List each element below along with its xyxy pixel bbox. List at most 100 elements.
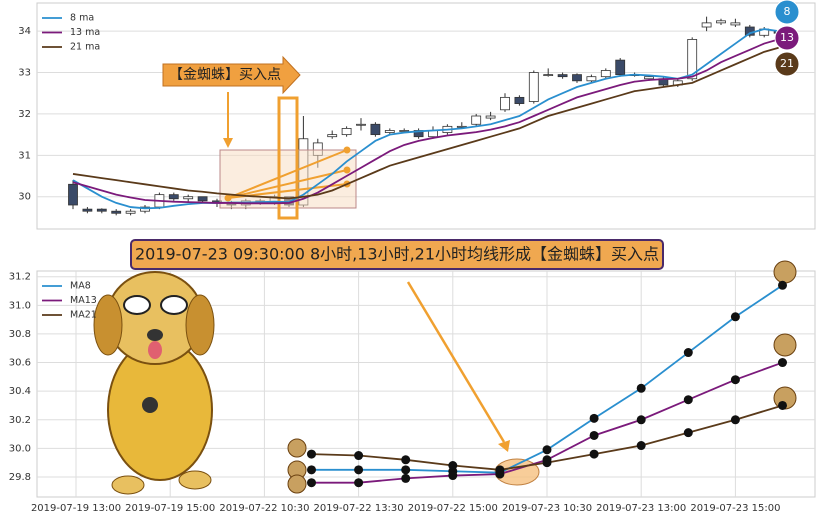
badge-label: 13: [780, 31, 794, 44]
candle-body: [456, 125, 467, 128]
candle-body: [600, 70, 611, 78]
data-point: [589, 430, 599, 440]
y-tick-label: 31: [18, 150, 31, 161]
signal-dots: [224, 146, 351, 202]
data-point: [683, 395, 693, 405]
candle-body: [644, 76, 654, 80]
x-tick-label: 2019-07-23 13:00: [596, 503, 686, 514]
candle-body: [327, 134, 338, 138]
x-tick-label: 2019-07-22 10:30: [219, 503, 309, 514]
candle-body: [615, 59, 626, 76]
y-tick-label: 30.2: [9, 415, 31, 426]
y-tick-label: 29.8: [9, 472, 31, 483]
data-point: [730, 312, 740, 322]
data-point: [683, 348, 693, 358]
candle-body: [687, 39, 698, 80]
y-tick-label: 30.0: [9, 443, 31, 454]
candle-body: [341, 128, 352, 136]
series-badge: [774, 25, 800, 51]
annotation-arrow: [162, 55, 301, 95]
arrow-head: [223, 138, 233, 148]
candle-body: [82, 208, 93, 212]
legend-label: MA8: [70, 281, 91, 292]
y-tick-label: 30: [18, 192, 31, 203]
data-point: [730, 415, 740, 425]
y-tick-label: 31.2: [9, 272, 31, 283]
ma-line: [72, 38, 779, 205]
data-point: [448, 471, 458, 481]
legend-label: 21 ma: [70, 42, 100, 53]
candle-body: [197, 196, 208, 202]
y-tick-label: 31.0: [9, 300, 31, 311]
ma-line: [72, 46, 779, 200]
candle-body: [370, 123, 381, 136]
candle-body: [500, 96, 510, 111]
y-tick-label: 34: [18, 26, 31, 37]
top-plot: [36, 2, 816, 230]
arrow-head: [498, 440, 510, 452]
data-point: [354, 478, 364, 488]
data-point: [401, 455, 411, 465]
data-point: [354, 451, 364, 461]
y-tick-label: 33: [18, 68, 31, 79]
legend-label: MA21: [70, 310, 97, 321]
legend-label: 13 ma: [70, 27, 100, 38]
x-tick-label: 2019-07-23 15:00: [690, 503, 780, 514]
spider-icons: [287, 260, 797, 494]
candle-body: [572, 74, 582, 82]
candle-body: [356, 123, 366, 126]
data-point: [589, 413, 599, 423]
data-point: [636, 441, 646, 451]
candle-body: [168, 194, 179, 200]
candle-body: [543, 74, 554, 77]
banner: [130, 239, 664, 270]
data-point: [589, 449, 599, 459]
candle-body: [183, 196, 194, 200]
data-point: [636, 383, 646, 393]
candle-body: [586, 76, 597, 82]
candle-body: [96, 208, 107, 212]
x-tick-label: 2019-07-22 15:00: [408, 503, 498, 514]
data-point: [683, 428, 693, 438]
x-tick-label: 2019-07-22 13:30: [314, 503, 404, 514]
y-tick-label: 32: [18, 109, 31, 120]
x-tick-label: 2019-07-19 13:00: [31, 503, 121, 514]
data-point: [354, 465, 364, 475]
ma-line: [72, 28, 779, 210]
data-point: [307, 465, 316, 475]
candle-body: [68, 183, 78, 206]
candle-body: [557, 74, 568, 78]
candle-body: [485, 115, 496, 119]
data-point: [730, 375, 740, 385]
legend-label: 8 ma: [70, 13, 94, 24]
data-point: [636, 415, 646, 425]
banner-title: 2019-07-23 09:30:00 8小时,13小时,21小时均线形成【金蜘…: [135, 245, 659, 264]
highlight-box: [219, 149, 357, 209]
y-tick-label: 30.8: [9, 329, 31, 340]
badge-label: 21: [780, 57, 794, 70]
candle-body: [514, 96, 525, 104]
candle-body: [730, 22, 741, 26]
x-tick-label: 2019-07-19 15:00: [125, 503, 215, 514]
annotation: 【金蜘蛛】买入点: [169, 67, 281, 83]
candle-body: [716, 20, 726, 24]
data-point: [542, 458, 552, 468]
candle-body: [384, 130, 395, 133]
dog-illustration: [93, 271, 215, 495]
data-point: [778, 400, 787, 410]
candle-body: [111, 210, 122, 214]
badge-label: 8: [784, 5, 791, 18]
candle-body: [125, 210, 136, 214]
x-tick-label: 2019-07-23 10:30: [502, 503, 592, 514]
data-point: [495, 465, 505, 475]
arrow: [406, 281, 506, 443]
candle-body: [701, 22, 712, 28]
data-point: [448, 461, 458, 471]
legend-label: MA13: [70, 295, 97, 306]
series-badge: [774, 51, 800, 77]
data-point: [778, 358, 787, 368]
candle-body: [528, 72, 539, 102]
data-point: [307, 449, 316, 459]
series-badge: [774, 0, 800, 25]
